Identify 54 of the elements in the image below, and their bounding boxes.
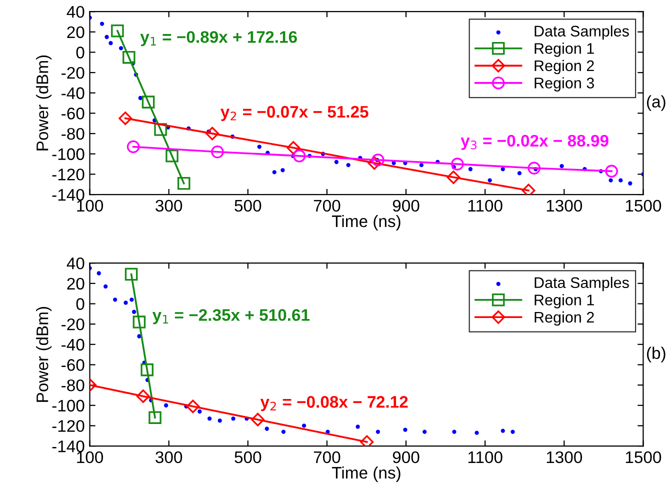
text: (b) — [647, 346, 666, 362]
y-tick-label: -120 — [52, 168, 84, 180]
y-tick-label: 20 — [67, 278, 84, 290]
x-tick-label: 900 — [392, 200, 420, 212]
x-tick-label: 700 — [314, 451, 340, 464]
legend-label: Region 2 — [534, 311, 594, 326]
legend-label: Region 2 — [534, 60, 594, 74]
x-tick-label: 1100 — [468, 451, 502, 464]
y-tick-label: -120 — [52, 420, 84, 432]
x-axis-title: Time (ns) — [332, 466, 400, 482]
annotation: y$_{2}$ = −0.07x − 51.25 — [220, 106, 368, 122]
y-tick-label: -100 — [52, 148, 84, 160]
y-tick-label: 40 — [66, 257, 84, 270]
annotation: y$_{1}$ = −2.35x + 510.61 — [152, 309, 310, 324]
y-tick-label: 0 — [76, 46, 84, 58]
x-tick-label: 1300 — [546, 451, 582, 464]
y-axis-title: Power (dBm) — [36, 55, 52, 150]
x-tick-label: 500 — [234, 451, 262, 464]
y-axis-title: Power (dBm) — [36, 306, 52, 402]
x-tick-label: 300 — [156, 200, 182, 212]
y-tick-label: -80 — [62, 128, 84, 140]
y-tick-label: 20 — [67, 26, 84, 38]
x-tick-label: 1300 — [546, 200, 582, 212]
x-tick-label: 900 — [392, 451, 420, 464]
annotation: y$_{2}$ = −0.08x − 72.12 — [260, 396, 408, 412]
y-tick-label: -20 — [62, 318, 84, 330]
x-axis-title: Time (ns) — [332, 214, 400, 230]
y-tick-label: -60 — [62, 108, 84, 120]
legend-label: Region 1 — [534, 294, 594, 308]
text: (a) — [647, 95, 666, 111]
x-tick-label: 500 — [234, 200, 262, 212]
annotation: y$_{3}$ = −0.02x − 88.99 — [460, 134, 608, 150]
y-tick-label: -20 — [62, 66, 84, 79]
x-tick-label: 1500 — [626, 200, 662, 212]
x-tick-label: 300 — [156, 451, 182, 464]
x-tick-label: 1100 — [468, 200, 502, 212]
legend-label: Region 1 — [534, 42, 594, 57]
y-tick-label: -140 — [52, 188, 84, 201]
x-tick-label: 700 — [314, 200, 340, 212]
y-tick-label: 40 — [66, 6, 84, 18]
y-tick-label: -100 — [52, 400, 84, 412]
y-tick-label: 0 — [76, 298, 84, 310]
y-tick-label: -60 — [62, 359, 84, 371]
y-tick-label: -80 — [62, 379, 84, 392]
y-tick-label: -140 — [52, 440, 84, 452]
legend-label: Data Samples — [534, 276, 629, 292]
x-tick-label: 1500 — [626, 451, 662, 464]
legend-label: Data Samples — [534, 25, 629, 40]
annotation: y$_{1}$ = −0.89x + 172.16 — [140, 31, 297, 46]
legend-label: Region 3 — [534, 77, 594, 92]
y-tick-label: -40 — [62, 338, 84, 351]
y-tick-label: -40 — [62, 87, 84, 100]
x-tick-label: 100 — [77, 200, 104, 212]
x-tick-label: 100 — [77, 451, 104, 464]
